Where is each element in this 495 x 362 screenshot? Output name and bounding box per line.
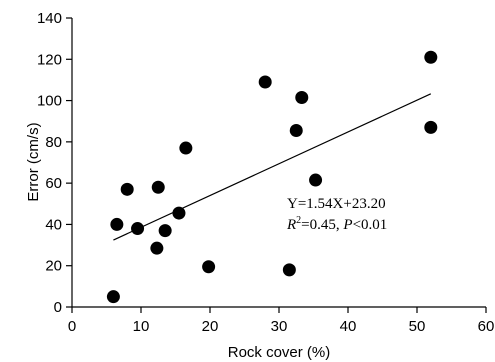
data-point — [282, 263, 296, 277]
p-value: <0.01 — [353, 217, 388, 233]
p-symbol: P — [342, 217, 352, 233]
data-point — [289, 124, 303, 138]
data-point — [131, 222, 145, 236]
x-tick-label: 30 — [271, 318, 288, 335]
x-tick-label: 0 — [68, 318, 76, 335]
data-points — [106, 50, 438, 304]
r2-superscript: 2 — [296, 215, 301, 226]
data-point — [150, 241, 164, 255]
y-tick-label: 100 — [37, 93, 62, 110]
regression-line — [113, 93, 432, 241]
x-tick-label: 10 — [133, 318, 150, 335]
axes — [71, 18, 486, 308]
y-tick-label: 120 — [37, 51, 62, 68]
y-tick-label: 140 — [37, 10, 62, 27]
regression-stats: R2=0.45, P<0.01 — [286, 215, 387, 233]
r2-value: =0.45, — [301, 217, 343, 233]
r2-symbol: R — [286, 217, 296, 233]
y-tick-label: 80 — [45, 134, 62, 151]
data-point — [258, 75, 272, 89]
data-point — [110, 217, 124, 231]
y-axis-title: Error (cm/s) — [25, 122, 42, 201]
data-point — [295, 90, 309, 104]
data-point — [106, 290, 120, 304]
x-tick-label: 40 — [340, 318, 357, 335]
y-tick-label: 40 — [45, 216, 62, 233]
data-point — [424, 50, 438, 64]
data-point — [151, 180, 165, 194]
regression-equation: Y=1.54X+23.20 — [287, 196, 386, 212]
x-ticks: 0 10 20 30 40 50 60 — [68, 307, 495, 335]
data-point — [158, 224, 172, 238]
x-axis-title: Rock cover (%) — [228, 344, 331, 361]
data-point — [172, 206, 186, 220]
data-point — [309, 173, 323, 187]
data-point — [424, 120, 438, 134]
y-tick-label: 0 — [54, 299, 62, 316]
x-tick-label: 60 — [478, 318, 495, 335]
data-point — [202, 260, 216, 274]
x-tick-label: 50 — [409, 318, 426, 335]
data-point — [179, 141, 193, 155]
x-tick-label: 20 — [202, 318, 219, 335]
y-tick-label: 20 — [45, 258, 62, 275]
y-ticks: 0 20 40 60 80 100 120 140 — [37, 10, 72, 316]
y-tick-label: 60 — [45, 175, 62, 192]
data-point — [120, 182, 134, 196]
